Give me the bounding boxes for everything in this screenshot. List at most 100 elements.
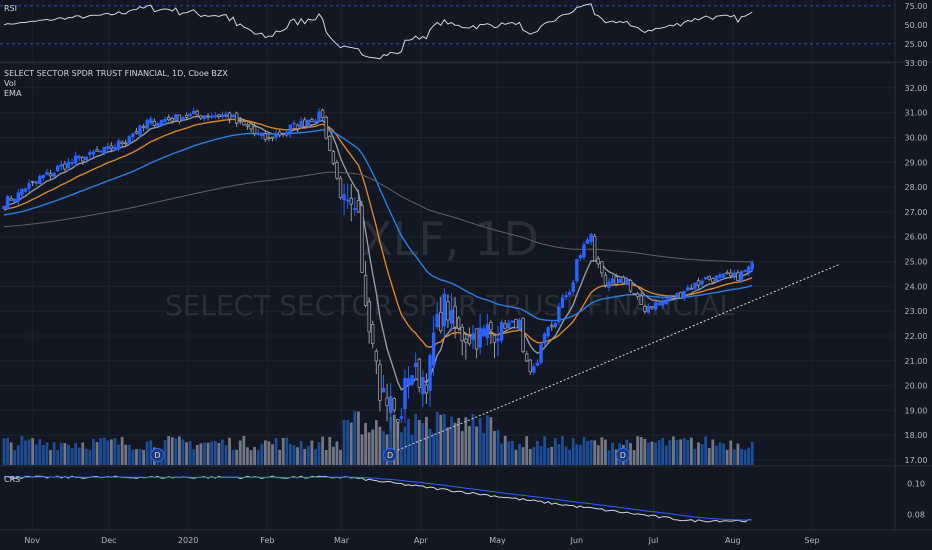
candle-body xyxy=(499,321,504,341)
candle-body xyxy=(27,183,31,189)
candle-body xyxy=(653,302,658,310)
candle-body xyxy=(542,333,547,344)
volume-bar xyxy=(750,441,754,465)
candle-body xyxy=(166,116,171,121)
candle-body xyxy=(109,145,114,149)
candle-body xyxy=(689,287,694,290)
candle-body xyxy=(249,123,253,130)
candle-body xyxy=(95,149,99,152)
rsi-tick-label: 75.00 xyxy=(905,2,928,11)
candle-body xyxy=(721,273,726,278)
candle-body xyxy=(174,114,178,121)
volume-bar xyxy=(496,429,500,465)
candle-body xyxy=(514,318,518,329)
volume-bar xyxy=(27,439,31,465)
volume-bar xyxy=(41,444,45,465)
volume-bar xyxy=(185,442,188,465)
candle-body xyxy=(267,136,271,139)
volume-bar xyxy=(586,441,589,465)
candle-body xyxy=(546,327,550,337)
volume-bar xyxy=(174,438,178,465)
volume-bar xyxy=(142,449,146,465)
volume-bar xyxy=(407,418,410,465)
candle-body xyxy=(535,362,540,366)
volume-bar xyxy=(99,438,103,465)
candle-body xyxy=(385,397,389,407)
candle-body xyxy=(664,299,668,305)
volume-bar xyxy=(374,420,378,465)
candle-body xyxy=(299,120,303,127)
candle-body xyxy=(668,296,672,300)
candle-body xyxy=(661,301,665,306)
time-tick-label: Jun xyxy=(570,536,584,545)
candle-body xyxy=(413,362,418,368)
candle-body xyxy=(539,344,543,363)
volume-bar xyxy=(292,445,296,465)
volume-bar xyxy=(636,436,640,465)
volume-bar xyxy=(246,447,249,465)
candle-body xyxy=(571,282,575,292)
volume-bar xyxy=(446,427,450,465)
candle-body xyxy=(743,270,747,273)
candle-body xyxy=(234,112,239,124)
candle-body xyxy=(693,282,697,289)
candle-body xyxy=(156,122,160,127)
volume-bar xyxy=(392,414,396,465)
candle-body xyxy=(671,296,676,299)
volume-bar xyxy=(740,448,743,465)
volume-bar xyxy=(331,446,335,465)
candle-body xyxy=(199,115,203,119)
rsi-tick-label: 50.00 xyxy=(905,21,928,30)
candle-body xyxy=(378,364,382,401)
candle-body xyxy=(141,125,146,128)
volume-bar xyxy=(195,445,199,465)
candle-body xyxy=(206,115,210,118)
candle-body xyxy=(159,119,164,126)
candle-body xyxy=(585,239,590,244)
volume-bar xyxy=(95,442,99,465)
volume-bar xyxy=(131,449,135,465)
candle-body xyxy=(285,131,289,136)
candle-body xyxy=(84,156,89,161)
candle-body xyxy=(188,113,192,117)
volume-bar xyxy=(532,446,536,465)
volume-bar xyxy=(20,436,24,465)
volume-bar xyxy=(303,448,307,465)
volume-bar xyxy=(357,411,360,465)
candle-body xyxy=(66,161,71,169)
volume-bar xyxy=(514,449,518,465)
candle-body xyxy=(5,196,10,210)
candle-body xyxy=(550,325,554,328)
candle-body xyxy=(120,141,124,144)
candle-body xyxy=(131,133,135,138)
volume-bar xyxy=(414,413,418,465)
volume-bar xyxy=(203,442,206,465)
rsi-line xyxy=(3,3,753,60)
volume-bar xyxy=(296,447,299,465)
volume-bar xyxy=(192,449,196,465)
volume-bar xyxy=(464,417,468,465)
candle-body xyxy=(532,366,536,373)
volume-bar xyxy=(546,447,550,465)
volume-bar xyxy=(686,439,690,465)
candle-body xyxy=(73,155,78,164)
volume-bar xyxy=(367,432,371,465)
price-tick-label: 21.00 xyxy=(905,357,928,366)
volume-bar xyxy=(417,419,421,465)
candle-body xyxy=(310,118,314,122)
candle-body xyxy=(320,109,325,118)
volume-bar xyxy=(138,448,142,465)
candle-body xyxy=(192,111,196,114)
volume-bar xyxy=(339,449,342,465)
volume-bar xyxy=(135,449,138,465)
volume-bar xyxy=(421,422,425,465)
dividend-label: D xyxy=(154,451,160,460)
volume-bar xyxy=(647,442,650,465)
volume-bar xyxy=(364,422,367,465)
crs-line xyxy=(3,475,753,523)
volume-bar xyxy=(679,439,683,465)
volume-bar xyxy=(453,422,457,465)
time-tick-label: 2020 xyxy=(178,536,198,545)
